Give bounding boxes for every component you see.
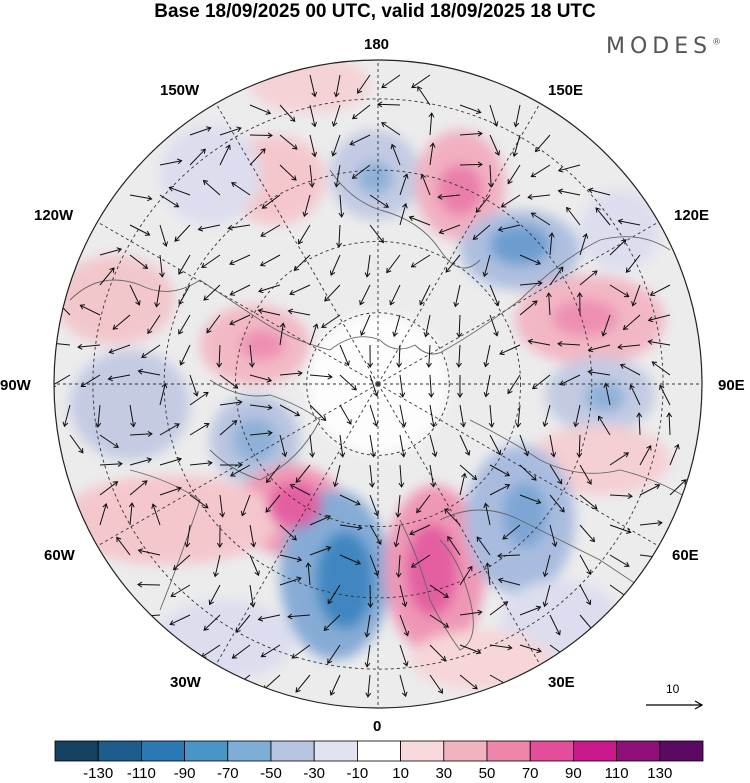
lon-label-150w: 150W (160, 82, 200, 99)
colorbar-segment (400, 740, 445, 762)
colorbar-tick-label: -50 (260, 765, 282, 782)
colorbar-tick-label: -130 (83, 765, 114, 782)
colorbar-segment (97, 740, 142, 762)
lon-label-60w: 60W (44, 547, 75, 564)
colorbar-tick-label: 130 (647, 765, 673, 782)
wind-vectors (54, 74, 687, 698)
colorbar-tick-label: -70 (216, 765, 239, 782)
chart-title: Base 18/09/2025 00 UTC, valid 18/09/2025… (154, 1, 596, 22)
lon-label-60e: 60E (672, 547, 699, 564)
lon-label-30e: 30E (548, 674, 575, 691)
colorbar-segment (141, 740, 186, 762)
colorbar-segment (227, 740, 272, 762)
lon-label-150e: 150E (548, 82, 584, 99)
colorbar-tick-label: 110 (604, 765, 629, 782)
lon-label-120w: 120W (34, 207, 74, 224)
colorbar-segment (486, 740, 531, 762)
colorbar-tick-label: -10 (346, 765, 369, 782)
map-border (53, 59, 703, 709)
colorbar-tick-label: 90 (565, 765, 582, 782)
colorbar-segment (529, 740, 574, 762)
brand-text: MODES (606, 34, 713, 59)
colorbar-tick-label: 30 (435, 765, 453, 782)
registered-mark: ® (712, 37, 722, 48)
colorbar-segment (270, 740, 315, 762)
colorbar-segment (313, 740, 358, 762)
colorbar-segment (54, 740, 99, 762)
vector-scale-label: 10 (666, 682, 680, 696)
colorbar-segment (573, 740, 618, 762)
colorbar (54, 740, 704, 762)
graticule (54, 60, 702, 708)
colorbar-segment (616, 740, 661, 762)
lon-label-120e: 120E (674, 207, 710, 224)
coastlines (69, 169, 691, 651)
modes-logo: MODES® (606, 34, 721, 59)
vector-scale-arrow (646, 700, 704, 710)
colorbar-tick-label: -90 (173, 765, 196, 782)
colorbar-segment (659, 740, 704, 762)
colorbar-segment (184, 740, 229, 762)
colorbar-segment (356, 740, 401, 762)
colorbar-tick-label: 10 (392, 765, 409, 782)
lon-label-30w: 30W (170, 674, 201, 691)
colorbar-segment (443, 740, 488, 762)
lon-label-180: 180 (364, 36, 390, 53)
colorbar-tick-label: -110 (126, 765, 156, 782)
lon-label-0: 0 (373, 718, 382, 735)
anomaly-field (55, 60, 670, 690)
colorbar-tick-label: 70 (521, 765, 539, 782)
lon-label-90w: 90W (0, 377, 31, 394)
lon-label-90e: 90E (718, 377, 745, 394)
colorbar-tick-label: 50 (478, 765, 496, 782)
colorbar-tick-label: -30 (303, 765, 326, 782)
